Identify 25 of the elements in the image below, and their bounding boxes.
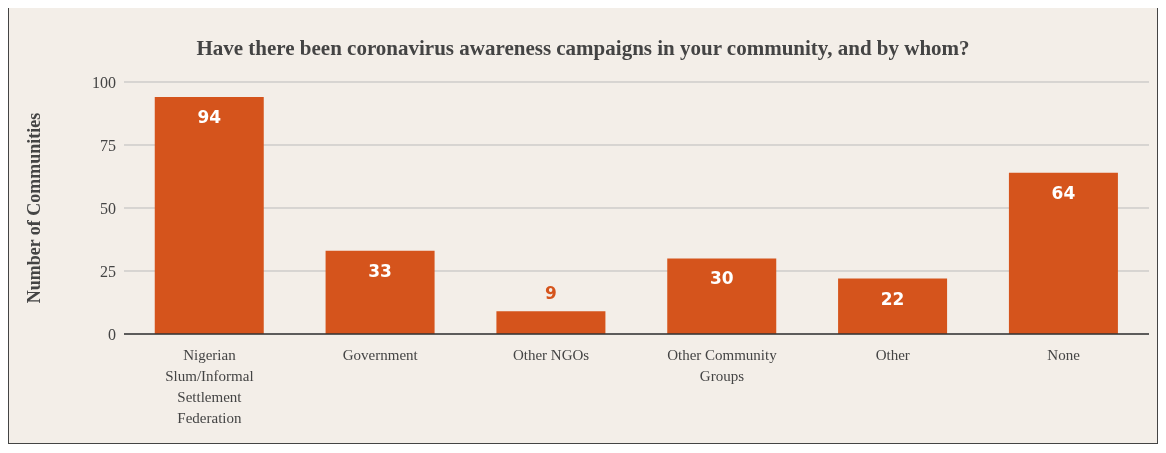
chart-title: Have there been coronavirus awareness campaigns in your community, and by whom? (195, 35, 971, 60)
data-label: 94 (197, 107, 222, 128)
bar (838, 278, 948, 334)
y-axis-title: Number of Communities (24, 112, 45, 304)
x-tick-label: Nigerian Slum/Informal Settlement Federation (165, 347, 254, 426)
y-tick-label: 50 (100, 199, 116, 217)
y-tick-label: 100 (92, 73, 116, 91)
data-label: 22 (880, 288, 905, 309)
data-label: 64 (1051, 182, 1076, 203)
x-tick-label: None (1047, 347, 1081, 363)
bar (325, 250, 435, 334)
bar (496, 311, 606, 334)
y-tick-label: 0 (108, 325, 116, 343)
x-tick-label: Other NGOs (512, 347, 590, 363)
data-label: 30 (709, 268, 734, 289)
y-tick-label: 25 (100, 262, 116, 280)
x-tick-label: Other (875, 347, 910, 363)
x-tick-label: Other Community Groups (667, 347, 778, 384)
data-label: 33 (368, 260, 392, 281)
y-tick-label: 75 (100, 136, 116, 154)
bar (1008, 172, 1118, 334)
bar (154, 97, 264, 334)
x-tick-label: Government (342, 347, 419, 363)
bar (667, 258, 777, 334)
data-label: 9 (544, 283, 557, 304)
